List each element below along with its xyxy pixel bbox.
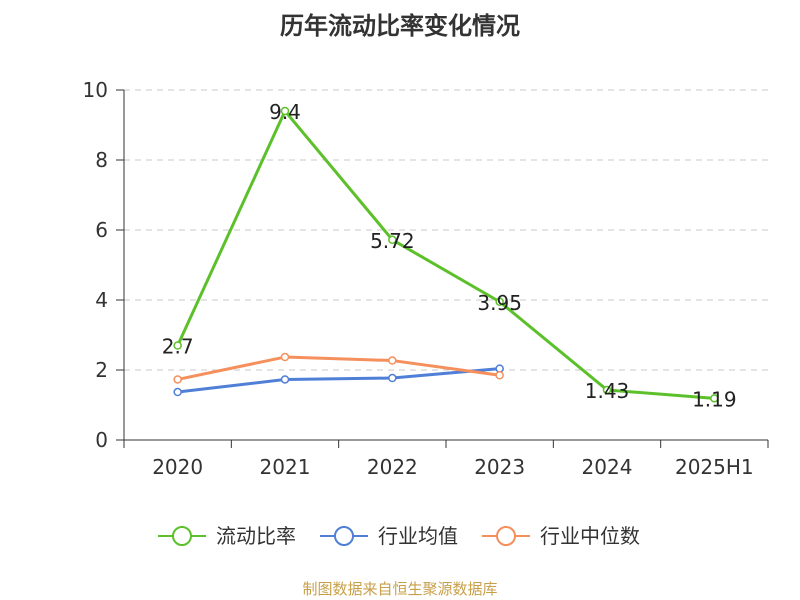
legend-item-3[interactable]: 行业中位数 bbox=[482, 524, 640, 548]
data-point[interactable] bbox=[495, 297, 504, 306]
legend-item-1[interactable]: 流动比率 bbox=[158, 524, 296, 548]
y-tick-label: 8 bbox=[95, 148, 108, 172]
data-point[interactable] bbox=[710, 394, 719, 403]
axes: 0 2 4 6 8 10 2020 2021 2022 2023 2024 2025H1 bbox=[83, 78, 769, 479]
data-label: 1.19 bbox=[692, 387, 737, 411]
legend-label: 流动比率 bbox=[216, 524, 296, 548]
legend-marker-icon bbox=[496, 526, 516, 546]
data-label: 2.7 bbox=[162, 335, 194, 359]
data-point[interactable] bbox=[602, 385, 612, 395]
source-note: 制图数据来自恒生聚源数据库 bbox=[302, 580, 498, 598]
legend-label: 行业均值 bbox=[378, 524, 458, 548]
data-point[interactable] bbox=[280, 106, 290, 116]
data-point[interactable] bbox=[173, 375, 182, 384]
x-tick-label: 2021 bbox=[260, 455, 311, 479]
data-point[interactable] bbox=[388, 373, 397, 383]
series-lines bbox=[173, 106, 719, 403]
legend-marker-icon bbox=[172, 526, 192, 546]
y-tick-label: 0 bbox=[95, 428, 108, 452]
x-tick-label: 2025H1 bbox=[675, 455, 754, 479]
x-tick-label: 2022 bbox=[367, 455, 418, 479]
grid-lines bbox=[124, 89, 768, 371]
series-line-1 bbox=[176, 109, 715, 400]
data-point[interactable] bbox=[173, 387, 182, 397]
x-tick-label: 2023 bbox=[474, 455, 525, 479]
series-line-2 bbox=[177, 367, 500, 394]
data-label: 5.72 bbox=[370, 229, 415, 253]
y-tick-label: 2 bbox=[95, 358, 108, 382]
x-tick-label: 2024 bbox=[582, 455, 633, 479]
x-tick-label: 2020 bbox=[152, 455, 203, 479]
legend-marker-icon bbox=[334, 526, 354, 546]
series-line-3 bbox=[177, 355, 500, 381]
data-point[interactable] bbox=[280, 352, 290, 362]
y-tick-label: 4 bbox=[95, 288, 108, 312]
data-point[interactable] bbox=[280, 375, 290, 384]
data-labels: 2.7 9.4 5.72 3.95 1.43 1.19 bbox=[162, 100, 737, 411]
y-tick-label: 10 bbox=[83, 78, 108, 102]
data-label: 9.4 bbox=[269, 100, 301, 124]
data-point[interactable] bbox=[173, 341, 182, 350]
data-point[interactable] bbox=[495, 371, 504, 380]
legend[interactable]: 流动比率 行业均值 行业中位数 bbox=[158, 524, 640, 548]
legend-label: 行业中位数 bbox=[540, 524, 640, 548]
data-label: 3.95 bbox=[477, 291, 522, 315]
data-point[interactable] bbox=[388, 235, 397, 245]
legend-item-2[interactable]: 行业均值 bbox=[320, 524, 458, 548]
y-tick-label: 6 bbox=[95, 218, 108, 242]
data-label: 1.43 bbox=[585, 379, 630, 403]
chart-title: 历年流动比率变化情况 bbox=[280, 12, 520, 40]
data-point[interactable] bbox=[388, 356, 397, 365]
